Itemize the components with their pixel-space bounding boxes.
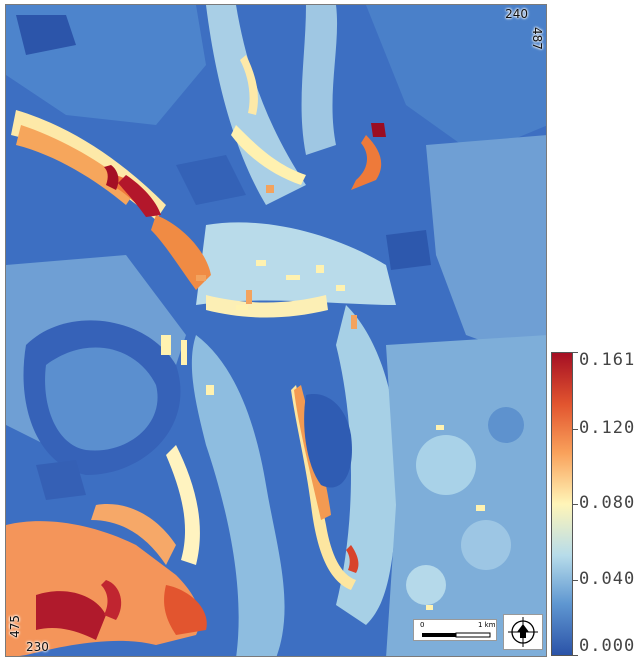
legend-tick-label: 0.080 [579,493,636,514]
scale-bar: 0 1 km [413,619,497,641]
risk-map-raster [6,5,546,656]
color-legend: 0.161 0.120 0.080 0.040 0.000 [551,350,643,658]
legend-tick-label: 0.161 [579,350,636,370]
legend-tick-mark [573,655,578,656]
legend-tick-mark [573,504,578,506]
legend-colorbar [551,352,573,656]
north-arrow-icon [508,617,538,647]
legend-tick-mark [573,579,578,581]
map-panel[interactable]: 240 487 475 230 [5,4,547,657]
scale-bar-end-label: 1 km [478,621,496,629]
scale-bar-start-label: 0 [420,621,425,629]
compass [503,614,543,650]
scale-bar-graphic [422,632,491,638]
legend-tick-label: 0.120 [579,418,636,439]
legend-tick-mark [573,429,578,431]
top-right-y-coordinate: 487 [530,27,544,50]
bottom-left-y-coordinate: 475 [8,615,22,638]
legend-tick-label: 0.000 [579,636,636,656]
top-right-x-coordinate: 240 [505,7,528,21]
legend-tick-mark [573,352,578,353]
legend-tick-label: 0.040 [579,568,636,589]
bottom-left-x-coordinate: 230 [26,640,49,654]
